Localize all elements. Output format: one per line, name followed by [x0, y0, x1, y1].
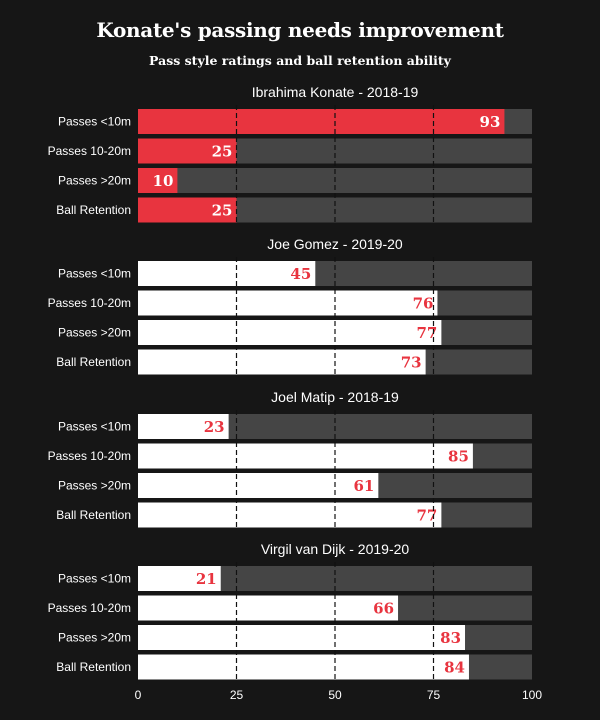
chart-subtitle: Pass style ratings and ball retention ab…	[149, 53, 451, 68]
row-label: Ball Retention	[56, 203, 131, 217]
data-label: 83	[440, 629, 461, 647]
data-label: 77	[417, 324, 438, 342]
row-label: Passes >20m	[58, 326, 131, 340]
panel-1: Ibrahima Konate - 2018-19 Passes <10m 93 Pa…	[48, 84, 532, 223]
data-label: 66	[373, 600, 394, 618]
row-label: Passes >20m	[58, 479, 131, 493]
data-label: 10	[153, 172, 174, 190]
data-label: 77	[417, 507, 438, 525]
bar	[138, 414, 229, 439]
row-label: Passes >20m	[58, 174, 131, 188]
bar	[138, 290, 438, 316]
bar	[138, 502, 442, 528]
row-label: Passes <10m	[58, 420, 131, 434]
x-tick-label: 50	[328, 688, 342, 702]
row-label: Passes 10-20m	[48, 449, 131, 463]
row-label: Passes <10m	[58, 267, 131, 281]
panel-3: Joel Matip - 2018-19 Passes <10m 23 Passes …	[48, 389, 532, 528]
data-label: 73	[401, 354, 422, 372]
data-label: 25	[212, 202, 233, 220]
x-tick-label: 25	[230, 688, 244, 702]
row-label: Ball Retention	[56, 660, 131, 674]
panel-title: Ibrahima Konate - 2018-19	[252, 84, 419, 100]
x-tick-label: 0	[135, 688, 142, 702]
panel-2: Joe Gomez - 2019-20 Passes <10m 45 Passes 1…	[48, 236, 532, 375]
bar	[138, 654, 469, 680]
panel-title: Virgil van Dijk - 2019-20	[261, 541, 410, 557]
bar	[138, 261, 316, 286]
data-label: 25	[212, 143, 233, 161]
data-label: 84	[444, 659, 465, 677]
data-label: 21	[196, 570, 217, 588]
bar	[138, 473, 379, 498]
bar	[138, 168, 178, 193]
data-label: 85	[448, 448, 469, 466]
bar	[138, 443, 473, 469]
row-label: Ball Retention	[56, 508, 131, 522]
chart-title: Konate's passing needs improvement	[96, 18, 504, 42]
row-label: Passes <10m	[58, 115, 131, 129]
row-label: Passes >20m	[58, 631, 131, 645]
x-tick-label: 100	[522, 688, 542, 702]
data-label: 23	[204, 418, 225, 436]
data-label: 76	[413, 295, 434, 313]
row-label: Passes 10-20m	[48, 144, 131, 158]
gridlines	[235, 105, 435, 682]
bar	[138, 197, 237, 223]
row-label: Passes 10-20m	[48, 296, 131, 310]
row-label: Passes <10m	[58, 572, 131, 586]
bar	[138, 595, 399, 621]
x-tick-label: 75	[427, 688, 441, 702]
bar	[138, 138, 237, 164]
data-label: 93	[480, 113, 501, 131]
bar	[138, 566, 221, 591]
bar	[138, 349, 426, 375]
panel-title: Joe Gomez - 2019-20	[267, 236, 403, 252]
panel-4: Virgil van Dijk - 2019-20 Passes <10m 21 Pa…	[48, 541, 532, 680]
data-label: 61	[353, 477, 374, 495]
row-label: Passes 10-20m	[48, 601, 131, 615]
data-label: 45	[290, 265, 311, 283]
row-label: Ball Retention	[56, 355, 131, 369]
bar	[138, 109, 505, 134]
bar	[138, 320, 442, 345]
bar	[138, 625, 466, 650]
panel-title: Joel Matip - 2018-19	[271, 389, 399, 405]
